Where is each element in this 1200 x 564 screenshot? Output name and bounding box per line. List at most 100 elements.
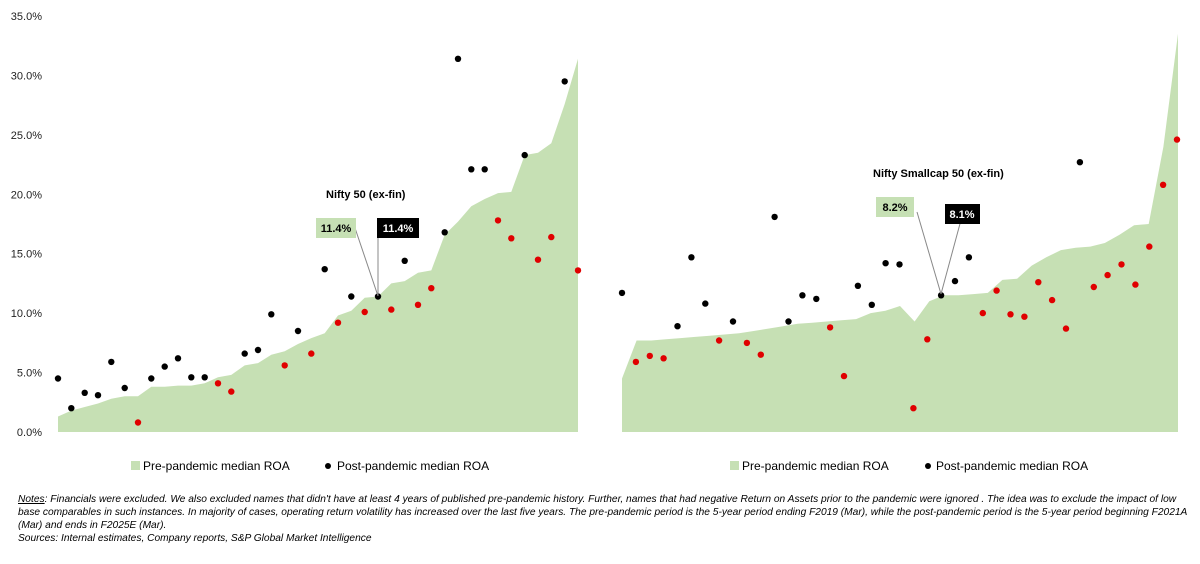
post-pandemic-point [468,166,475,173]
post-pandemic-point [868,301,875,308]
post-pandemic-point [702,300,709,307]
post-pandemic-point [1062,325,1070,332]
post-pandemic-point [632,358,640,366]
post-pandemic-point [743,339,751,347]
y-tick-label: 35.0% [11,11,42,23]
post-pandemic-point [388,306,395,313]
post-pandemic-point [715,337,723,344]
post-pandemic-point [840,372,848,380]
post-pandemic-point [308,350,315,357]
right-callout-line-post [940,219,962,295]
post-pandemic-point [1021,313,1028,320]
notes-label: Notes [18,494,45,505]
post-pandemic-point [1035,279,1042,286]
left-legend: Pre-pandemic median ROA Post-pandemic me… [131,459,489,473]
post-pandemic-point [799,292,806,299]
left-pre-value: 11.4% [321,223,352,235]
post-pandemic-point [826,324,834,331]
smallcap50-chart [618,33,1181,433]
post-pandemic-point [646,352,653,360]
post-pandemic-point [882,260,889,267]
left-chart-title: Nifty 50 (ex-fin) [326,189,406,201]
right-pre-value-box [876,197,914,217]
left-pre-value-box [316,218,356,238]
post-pandemic-point [121,384,128,392]
post-pandemic-point [965,254,973,261]
post-pandemic-point [374,293,382,300]
left-post-value-box [377,218,419,238]
post-pandemic-point [1132,281,1139,288]
post-pandemic-point [201,374,208,381]
left-legend-pre-label: Pre-pandemic median ROA [143,459,290,473]
post-pandemic-point [854,282,862,289]
post-pandemic-point [785,318,792,325]
y-tick-label: 10.0% [11,308,42,320]
post-pandemic-point [214,380,222,387]
right-annotation: Nifty Smallcap 50 (ex-fin) 8.2% 8.1% [873,168,1004,295]
post-pandemic-point [361,308,368,316]
post-pandemic-point [348,293,355,300]
y-tick-label: 30.0% [11,70,42,82]
post-pandemic-point [618,289,626,297]
post-pandemic-point [771,213,778,221]
post-pandemic-point [951,277,959,285]
post-pandemic-point [401,257,408,264]
post-pandemic-point [674,323,681,330]
post-pandemic-point [1118,261,1125,268]
post-pandemic-point [294,327,302,335]
post-pandemic-point [688,254,695,261]
right-legend: Pre-pandemic median ROA Post-pandemic me… [730,459,1088,473]
right-legend-post-marker [925,463,931,469]
nifty50-chart: 0.0% 5.0% 10.0% 15.0% 20.0% 25.0% 30.0% 35.0% [11,11,582,439]
post-pandemic-point [1076,159,1084,166]
post-pandemic-point [548,233,555,241]
left-legend-post-label: Post-pandemic median ROA [337,459,489,473]
post-pandemic-point [454,55,462,62]
post-pandemic-point [334,319,342,326]
post-pandemic-point [979,309,986,317]
post-pandemic-point [1007,311,1014,318]
right-chart-title: Nifty Smallcap 50 (ex-fin) [873,168,1004,180]
post-pandemic-point [1173,136,1181,143]
post-pandemic-point [494,217,502,224]
y-tick-label: 20.0% [11,189,42,201]
pre-pandemic-area [58,58,578,433]
post-pandemic-point [910,405,917,412]
post-pandemic-point [508,235,515,242]
right-post-value-box [945,204,980,224]
post-pandemic-point [896,261,903,268]
left-annotation: Nifty 50 (ex-fin) 11.4% 11.4% [316,189,419,297]
y-tick-label: 15.0% [11,249,42,261]
post-pandemic-point [321,266,328,273]
post-pandemic-point [228,388,235,395]
post-pandemic-point [937,292,945,299]
post-pandemic-point [813,295,820,303]
y-tick-label: 5.0% [17,368,42,380]
y-tick-label: 25.0% [11,130,42,142]
post-pandemic-point [188,374,195,381]
post-pandemic-point [1104,271,1111,279]
post-pandemic-point [108,358,115,366]
pre-pandemic-area [622,33,1178,433]
post-pandemic-point [924,336,931,343]
post-pandemic-point [254,346,262,354]
post-pandemic-point [993,287,1000,294]
right-legend-post-label: Post-pandemic median ROA [936,459,1088,473]
post-pandemic-point [174,355,182,362]
post-pandemic-point [1146,243,1153,250]
post-pandemic-point [148,375,155,382]
post-pandemic-point [268,311,275,318]
post-pandemic-point [1048,296,1056,304]
left-callout-line-pre [354,227,379,297]
post-pandemic-point [1159,181,1167,188]
post-pandemic-point [660,355,667,362]
y-tick-label: 0.0% [17,427,42,439]
notes-block: Notes: Financials were excluded. We also… [18,493,1190,545]
post-pandemic-point [757,351,764,358]
post-pandemic-point [414,301,422,308]
post-pandemic-point [428,285,435,292]
post-pandemic-point [574,267,582,274]
post-pandemic-point [1090,283,1098,291]
notes-paragraph: Notes: Financials were excluded. We also… [18,493,1190,532]
